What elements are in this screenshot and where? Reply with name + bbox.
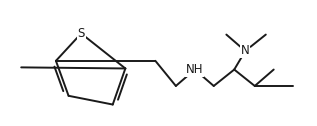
Text: S: S [77, 27, 85, 40]
Text: N: N [241, 44, 250, 57]
Text: NH: NH [186, 63, 204, 76]
